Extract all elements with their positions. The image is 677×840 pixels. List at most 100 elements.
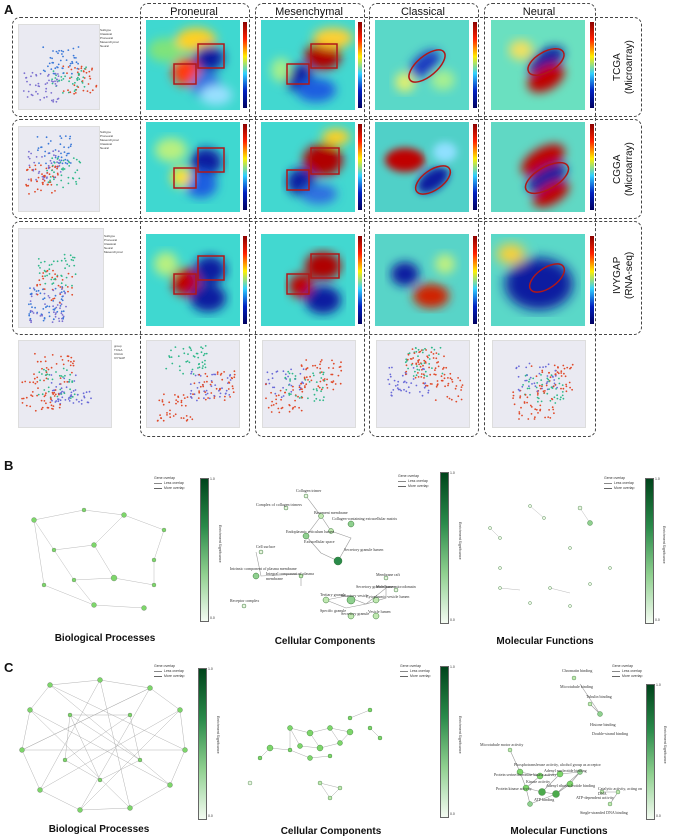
scatter-point <box>414 370 416 373</box>
scatter-point <box>393 379 396 382</box>
scatter-point <box>569 367 571 370</box>
scatter-point <box>421 394 424 397</box>
scatter-point <box>57 150 60 153</box>
scatter-point <box>42 178 45 180</box>
scatter-point <box>322 379 325 381</box>
scatter-point <box>221 387 223 390</box>
scatter-point <box>412 375 415 377</box>
scatter-point <box>66 369 68 371</box>
scatter-point <box>300 409 303 412</box>
scatter-point <box>531 383 533 385</box>
network-legend-b-bp: Gene overlap Less overlap More overlap <box>154 476 184 491</box>
scatter-point <box>60 310 63 313</box>
scatter-point <box>46 183 49 186</box>
scatter-point <box>530 406 533 408</box>
scatter-point <box>232 387 234 390</box>
scatter-point <box>42 46 45 49</box>
scatter-point <box>534 416 536 419</box>
scatter-point <box>457 377 459 379</box>
scatter-point <box>53 311 55 314</box>
scatter-point <box>51 57 53 60</box>
scatter-point <box>288 394 291 396</box>
panel-letter-c: C <box>4 660 14 675</box>
scatter-point <box>62 367 65 370</box>
scatter-point <box>51 283 54 285</box>
scatter-point <box>433 373 436 376</box>
scatter-point <box>191 418 194 421</box>
scatter-point <box>203 363 206 365</box>
scatter-point <box>63 151 66 153</box>
scatter-point <box>205 352 208 355</box>
scatter-point <box>224 395 226 398</box>
scatter-point <box>34 409 37 412</box>
scatter-point <box>412 357 415 359</box>
scatter-point <box>552 408 555 411</box>
scatter-point <box>51 276 54 279</box>
legend-item-more-label: More overlap <box>164 486 185 490</box>
scatter-point <box>300 382 303 385</box>
scatter-point <box>47 390 50 393</box>
scatter-point <box>31 71 34 74</box>
scatter-point <box>40 164 42 167</box>
scatter-point <box>61 299 64 302</box>
legend-item: Proneural <box>100 36 114 40</box>
scatter-point <box>57 155 60 158</box>
scatter-point <box>303 376 306 379</box>
colorbar-tick: 0.0 <box>450 812 455 816</box>
scatter-point <box>389 373 392 376</box>
scatter-point <box>331 359 333 362</box>
legend-item-less: Less overlap <box>612 669 642 674</box>
scatter-point <box>30 75 32 78</box>
scatter-point <box>180 404 183 407</box>
scatter-point <box>205 393 207 396</box>
scatter-point <box>82 76 85 79</box>
scatter-point <box>429 373 432 376</box>
scatter-point <box>187 353 189 355</box>
scatter-point <box>339 382 342 385</box>
scatter-point <box>423 377 425 379</box>
scatter-point <box>443 355 445 358</box>
scatter-point <box>33 288 36 291</box>
scatter-point <box>287 370 290 373</box>
scatter-point <box>560 370 563 373</box>
scatter-point <box>396 387 399 389</box>
scatter-point <box>39 283 42 286</box>
scatter-point <box>30 303 32 305</box>
scatter-point <box>227 388 230 390</box>
umap-combined-groups <box>18 340 112 428</box>
row-label-cgga: CGGA (Microarray) <box>612 132 636 206</box>
scatter-point <box>527 418 530 420</box>
scatter-point <box>223 371 225 373</box>
heatmap-tcga-proneural <box>146 20 240 110</box>
scatter-point <box>55 74 57 77</box>
scatter-point <box>49 159 52 162</box>
scatter-point <box>37 264 40 267</box>
umap-cgga <box>18 126 100 212</box>
scatter-point <box>76 71 79 74</box>
scatter-point <box>41 181 44 184</box>
scatter-point <box>47 378 49 380</box>
col-box-proneural <box>140 3 250 437</box>
node-label: Integral component of plasma membrane <box>266 571 314 581</box>
scatter-point <box>46 305 49 307</box>
scatter-point <box>25 404 28 407</box>
scatter-point <box>70 360 72 363</box>
scatter-point <box>273 386 276 389</box>
scatter-point <box>422 382 425 384</box>
network-c-biological-processes <box>19 677 188 813</box>
scatter-point <box>57 52 59 55</box>
scatter-point <box>547 363 550 366</box>
scatter-point <box>59 292 62 295</box>
scatter-point <box>192 355 195 357</box>
scatter-point <box>91 89 94 92</box>
scatter-point <box>418 369 421 371</box>
scatter-point <box>266 371 269 374</box>
scatter-point <box>60 179 63 182</box>
scatter-point <box>214 384 217 386</box>
scatter-point <box>185 360 188 363</box>
scatter-point <box>63 253 66 256</box>
scatter-point <box>31 94 34 97</box>
scatter-point <box>211 373 213 376</box>
scatter-point <box>279 389 282 392</box>
scatter-point <box>196 399 198 402</box>
